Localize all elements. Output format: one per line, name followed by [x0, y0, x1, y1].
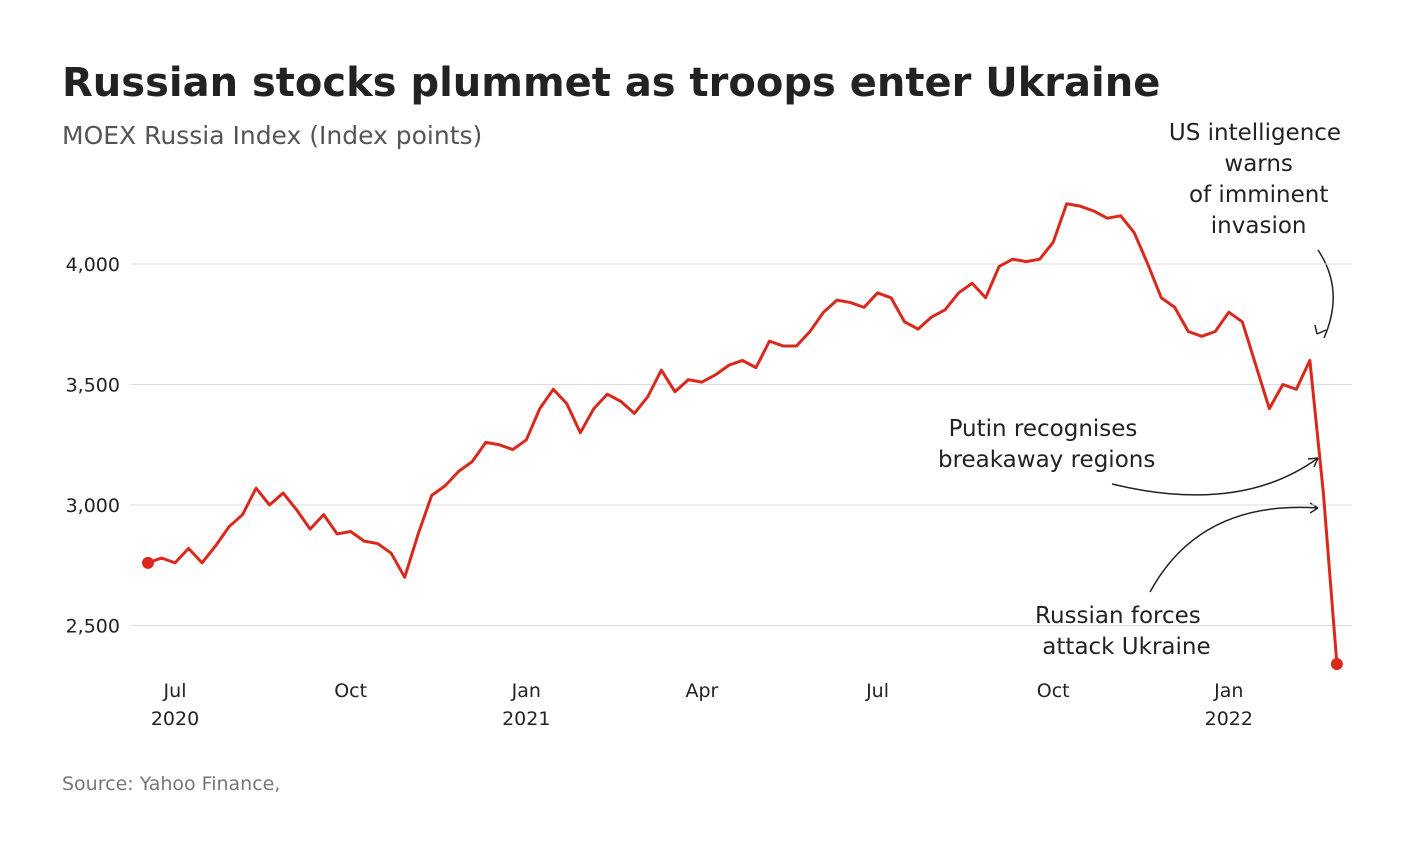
annotation: Russian forces attack Ukraine [1035, 603, 1211, 660]
annotation: US intelligence warns of imminent invasi… [1169, 120, 1341, 239]
x-tick-label: Jan 2022 [1205, 680, 1253, 730]
x-tick-label: Oct [1037, 680, 1070, 702]
y-tick-label: 4,000 [66, 254, 120, 276]
endpoint [142, 556, 154, 569]
x-tick-label: Jul 2020 [151, 680, 199, 730]
endpoint [1330, 658, 1343, 671]
line [147, 202, 1339, 665]
x-tick-label: Oct [334, 680, 367, 702]
y-tick-label: 2,500 [66, 616, 120, 638]
source: Source: Yahoo Finance, [62, 773, 280, 795]
chart-subtitle: MOEX Russia Index (Index points) [62, 121, 482, 150]
arrow [1149, 506, 1319, 593]
x-tick-label: Jan 2021 [502, 680, 550, 730]
x-tick-label: Jul [865, 680, 889, 702]
arrow [1317, 249, 1334, 339]
chart-title: Russian stocks plummet as troops enter U… [62, 60, 1160, 106]
x-tick-label: Apr [685, 680, 718, 702]
arrowhead [1307, 457, 1319, 468]
arrow [1111, 457, 1319, 496]
y-tick-label: 3,000 [66, 495, 120, 517]
y-tick-label: 3,500 [66, 375, 120, 397]
annotation-arrows [1111, 249, 1334, 593]
annotation: Putin recognises breakaway regions [931, 416, 1156, 473]
arrowhead [1314, 324, 1327, 335]
